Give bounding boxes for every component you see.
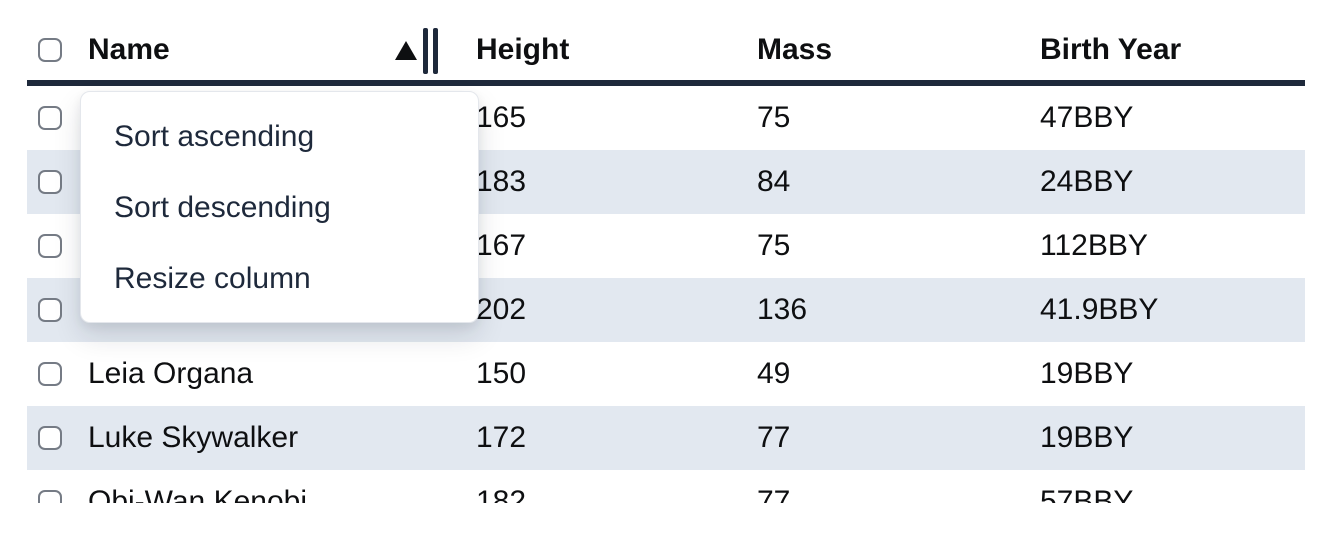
cell-mass: 136 [757, 293, 808, 326]
cell-birth-year: 41.9BBY [1040, 293, 1159, 326]
column-header-height[interactable]: Height [476, 33, 570, 66]
cell-height: 172 [476, 421, 527, 454]
menu-item-sort-descending[interactable]: Sort descending [114, 191, 331, 224]
column-resize-handle[interactable] [423, 28, 438, 74]
table-row: Luke Skywalker 172 77 19BBY [27, 406, 1305, 470]
cell-name: Obi-Wan Kenobi [88, 485, 307, 503]
row-checkbox[interactable] [38, 106, 62, 130]
table-row: Leia Organa 150 49 19BBY [27, 342, 1305, 406]
column-header-birth-year[interactable]: Birth Year [1040, 33, 1182, 66]
cell-mass: 77 [757, 485, 791, 503]
cell-mass: 49 [757, 357, 791, 390]
table-header-row: Name Height Mass Birth Year [27, 0, 1305, 86]
cell-birth-year: 24BBY [1040, 165, 1134, 198]
column-context-menu: Sort ascending Sort descending Resize co… [80, 91, 479, 323]
column-header-name[interactable]: Name [88, 33, 170, 66]
select-all-checkbox[interactable] [38, 38, 62, 62]
cell-name: Luke Skywalker [88, 421, 299, 454]
row-checkbox[interactable] [38, 490, 62, 503]
sort-ascending-icon [395, 41, 417, 60]
cell-birth-year: 47BBY [1040, 101, 1134, 134]
table-row: Obi-Wan Kenobi 182 77 57BBY [27, 470, 1305, 503]
row-checkbox[interactable] [38, 426, 62, 450]
row-checkbox[interactable] [38, 298, 62, 322]
cell-birth-year: 19BBY [1040, 421, 1134, 454]
row-checkbox[interactable] [38, 170, 62, 194]
cell-mass: 75 [757, 229, 791, 262]
cell-height: 150 [476, 357, 527, 390]
cell-mass: 77 [757, 421, 791, 454]
menu-item-sort-ascending[interactable]: Sort ascending [114, 120, 315, 153]
cell-birth-year: 112BBY [1040, 229, 1148, 262]
cell-birth-year: 57BBY [1040, 485, 1134, 503]
cell-height: 182 [476, 485, 527, 503]
row-checkbox[interactable] [38, 362, 62, 386]
cell-height: 202 [476, 293, 527, 326]
column-header-mass[interactable]: Mass [757, 33, 833, 66]
cell-height: 183 [476, 165, 527, 198]
cell-birth-year: 19BBY [1040, 357, 1134, 390]
cell-mass: 75 [757, 101, 791, 134]
cell-height: 165 [476, 101, 527, 134]
cell-height: 167 [476, 229, 527, 262]
cell-name: Leia Organa [88, 357, 254, 390]
menu-item-resize-column[interactable]: Resize column [114, 262, 311, 295]
cell-mass: 84 [757, 165, 791, 198]
row-checkbox[interactable] [38, 234, 62, 258]
